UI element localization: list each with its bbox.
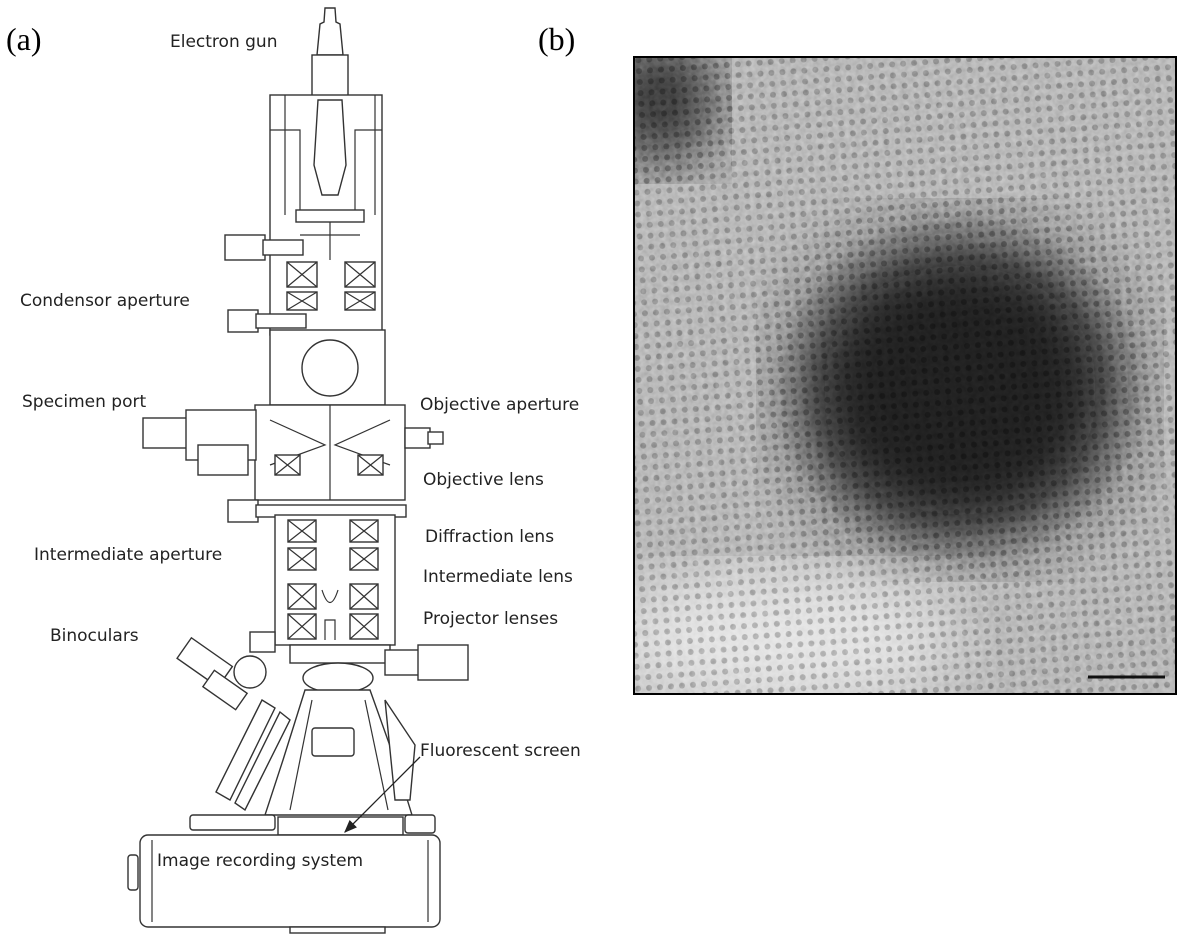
annotation: Image recording system (157, 851, 363, 871)
panel-label: (a) (6, 21, 42, 57)
figure: (a) (b) Electron gunCondensor a (0, 0, 1189, 939)
annotation: Specimen port (22, 392, 146, 412)
annotation: Condensor aperture (20, 291, 190, 311)
microscope-drawing (128, 8, 468, 933)
annotation: Fluorescent screen (420, 741, 581, 761)
micrograph (600, 30, 1176, 710)
annotation: Intermediate aperture (34, 545, 222, 565)
annotation: Objective lens (423, 470, 544, 490)
annotation: Binoculars (50, 626, 139, 646)
annotation: Diffraction lens (425, 527, 554, 547)
panel-label: (b) (538, 21, 575, 57)
annotation: Intermediate lens (423, 567, 573, 587)
annotation: Electron gun (170, 32, 277, 52)
annotation: Projector lenses (423, 609, 558, 629)
annotation: Objective aperture (420, 395, 579, 415)
